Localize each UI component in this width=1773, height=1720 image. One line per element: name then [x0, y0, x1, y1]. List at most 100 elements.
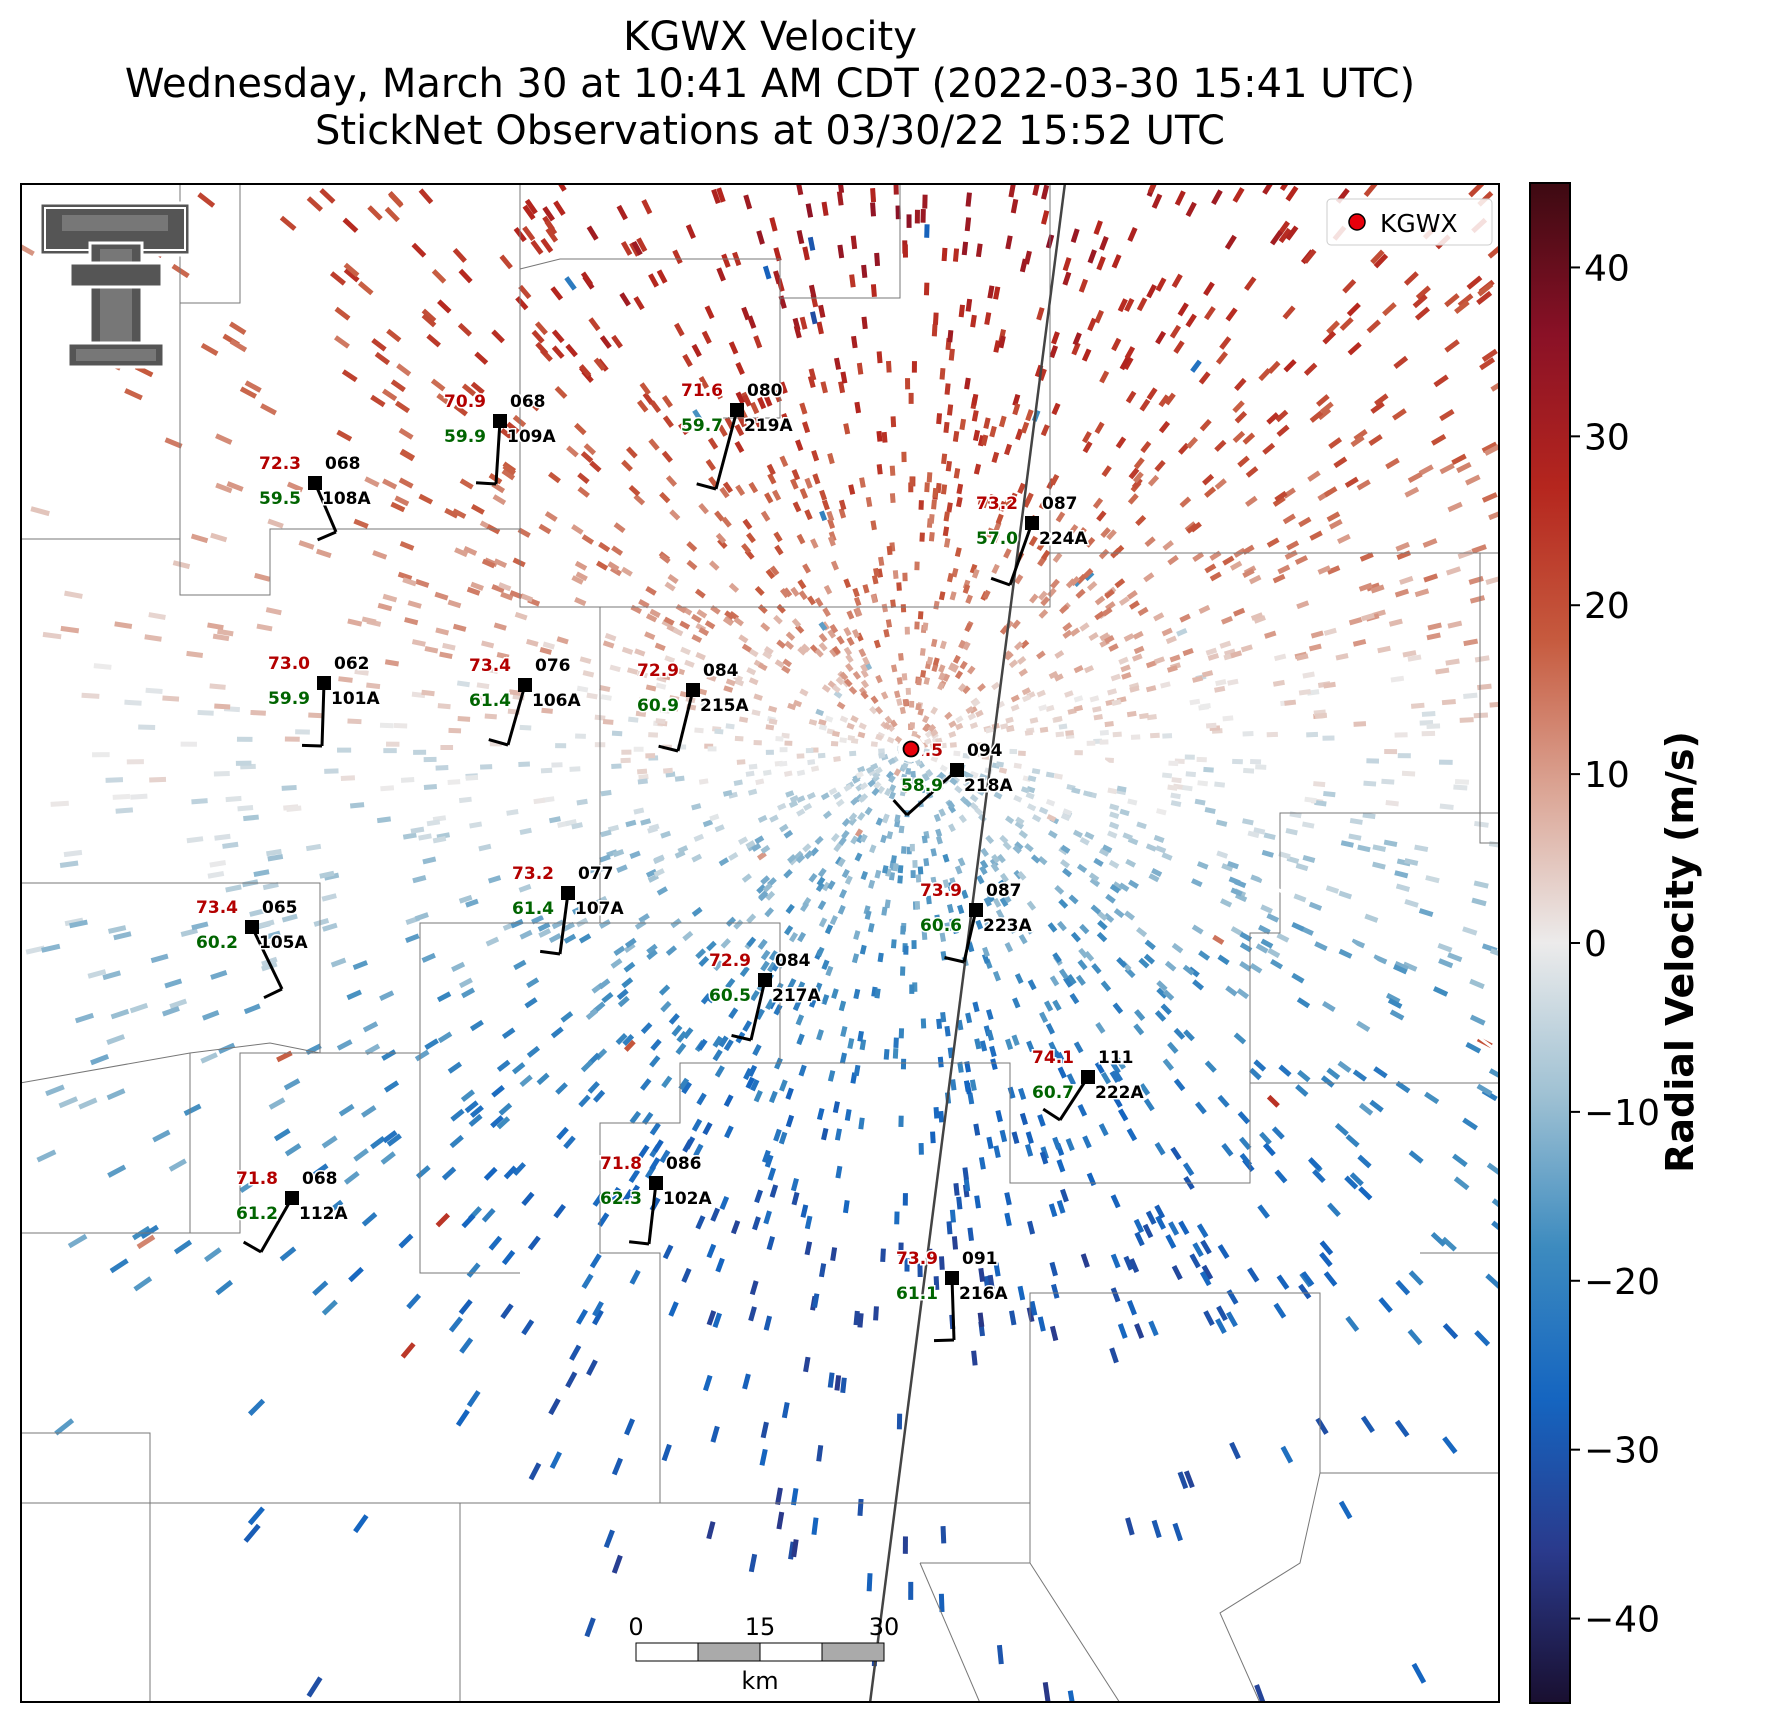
station-marker	[758, 973, 772, 987]
station-id: 102A	[663, 1189, 712, 1209]
radar-site-marker[interactable]	[898, 736, 924, 762]
station-id: 222A	[1095, 1083, 1144, 1103]
station-215A[interactable]: 72.9 084 60.9 215A	[636, 660, 751, 753]
colorbar-tick-label: 40	[1584, 248, 1630, 289]
title-line-3: StickNet Observations at 03/30/22 15:52 …	[315, 108, 1225, 154]
station-217A[interactable]: 72.9 084 60.5 217A	[708, 950, 823, 1042]
station-id: 105A	[259, 933, 308, 953]
colorbar-tick-label: 10	[1584, 755, 1630, 796]
wind-barb-flag	[1042, 1107, 1061, 1122]
station-dewpoint: 59.7	[681, 416, 723, 436]
station-temperature: 72.3	[259, 454, 301, 474]
station-107A[interactable]: 73.2 077 61.4 107A	[511, 863, 626, 956]
station-223A[interactable]: 73.9 087 60.6 223A	[919, 880, 1034, 964]
station-id: 216A	[959, 1284, 1008, 1304]
colorbar-tick-label: 0	[1584, 924, 1607, 965]
station-pressure: 084	[703, 661, 739, 681]
station-marker	[649, 1176, 663, 1190]
figure-title: KGWX Velocity Wednesday, March 30 at 10:…	[20, 14, 1520, 155]
station-pressure: 068	[510, 392, 546, 412]
station-id: 109A	[507, 427, 556, 447]
colorbar-tick-label: 20	[1584, 586, 1630, 627]
wind-barb-flag	[658, 744, 679, 753]
wind-barb-flag	[696, 482, 717, 491]
station-dewpoint: 61.4	[512, 899, 554, 919]
station-pressure: 087	[986, 881, 1022, 901]
colorbar-label: Radial Velocity (m/s)	[1658, 731, 1702, 1173]
station-marker	[1081, 1070, 1095, 1084]
colorbar-tick-label: −20	[1584, 1262, 1660, 1303]
station-id: 112A	[299, 1204, 348, 1224]
colorbar-tick-label: −40	[1584, 1600, 1660, 1641]
station-dewpoint: 57.0	[976, 529, 1018, 549]
station-temperature: 71.8	[600, 1154, 642, 1174]
station-temperature: 73.2	[976, 494, 1018, 514]
station-id: 106A	[532, 691, 581, 711]
station-marker	[245, 920, 259, 934]
station-marker	[686, 683, 700, 697]
station-pressure: 062	[334, 654, 370, 674]
station-dewpoint: 61.1	[896, 1284, 938, 1304]
station-102A[interactable]: 71.8 086 62.3 102A	[599, 1153, 714, 1246]
station-pressure: 086	[666, 1154, 702, 1174]
wind-barb-staff	[950, 1277, 956, 1341]
station-dewpoint: 59.5	[259, 489, 301, 509]
station-temperature: 73.2	[512, 864, 554, 884]
station-dewpoint: 60.9	[637, 696, 679, 716]
station-temperature: 71.6	[681, 381, 723, 401]
station-pressure: 087	[1042, 494, 1078, 514]
station-pressure: 077	[578, 864, 614, 884]
wind-barb-staff	[962, 909, 978, 963]
station-pressure: 068	[302, 1169, 338, 1189]
colorbar-tick-label: 30	[1584, 417, 1630, 458]
stickNet-stations: 70.9 068 59.9 109A 71.6 080 59.7 219A 72.3 068 59.…	[195, 380, 1146, 1343]
station-105A[interactable]: 73.4 065 60.2 105A	[195, 897, 310, 1000]
title-line-1: KGWX Velocity	[623, 14, 917, 60]
colorbar: 40 30 20 10 0 −10 −20 −30 −40	[1529, 182, 1660, 1704]
station-216A[interactable]: 73.9 091 61.1 216A	[895, 1248, 1010, 1343]
station-222A[interactable]: 74.1 111 60.7 222A	[1031, 1047, 1146, 1122]
station-id: 224A	[1039, 529, 1088, 549]
station-temperature: 73.9	[896, 1249, 938, 1269]
station-108A[interactable]: 72.3 068 59.5 108A	[258, 453, 373, 542]
wind-barb-staff	[714, 409, 739, 490]
station-dewpoint: 60.7	[1032, 1083, 1074, 1103]
station-marker	[285, 1191, 299, 1205]
wind-barb-flag	[301, 743, 323, 748]
station-temperature: 73.4	[196, 898, 238, 918]
wind-barb-flag	[488, 738, 509, 747]
station-pressure: 068	[325, 454, 361, 474]
station-101A[interactable]: 73.0 062 59.9 101A	[267, 653, 382, 748]
road-line	[1079, 741, 1500, 1055]
station-224A[interactable]: 73.2 087 57.0 224A	[975, 493, 1090, 587]
station-106A[interactable]: 73.4 076 61.4 106A	[468, 655, 583, 747]
station-marker	[950, 763, 964, 777]
wind-barb-staff	[506, 684, 527, 746]
wind-barb-flag	[933, 1338, 955, 1343]
wind-barb-staff	[558, 892, 570, 955]
station-marker	[317, 676, 331, 690]
station-112A[interactable]: 71.8 068 61.2 112A	[235, 1168, 350, 1254]
colorbar-ticks: 40 30 20 10 0 −10 −20 −30 −40	[1570, 248, 1660, 1641]
station-dewpoint: 59.9	[268, 689, 310, 709]
station-id: 215A	[700, 696, 749, 716]
station-dewpoint: 59.9	[444, 427, 486, 447]
wind-barb-staff	[749, 979, 767, 1041]
station-id: 107A	[575, 899, 624, 919]
wind-barb-staff	[250, 926, 284, 990]
station-temperature: 73.4	[469, 656, 511, 676]
station-dewpoint: 60.6	[920, 916, 962, 936]
wind-barb-flag	[475, 481, 497, 486]
station-temperature: 70.9	[444, 392, 486, 412]
colorbar-gradient	[1529, 182, 1571, 1704]
station-109A[interactable]: 70.9 068 59.9 109A	[443, 391, 558, 486]
station-marker	[730, 403, 744, 417]
station-dewpoint: 58.9	[901, 776, 943, 796]
station-marker	[945, 1271, 959, 1285]
station-pressure: 111	[1098, 1048, 1134, 1068]
station-219A[interactable]: 71.6 080 59.7 219A	[680, 380, 795, 491]
wind-barb-flag	[990, 576, 1011, 587]
wind-barb-flag	[242, 1240, 262, 1254]
legend-marker	[1348, 213, 1366, 231]
wind-barb-staff	[259, 1197, 294, 1253]
